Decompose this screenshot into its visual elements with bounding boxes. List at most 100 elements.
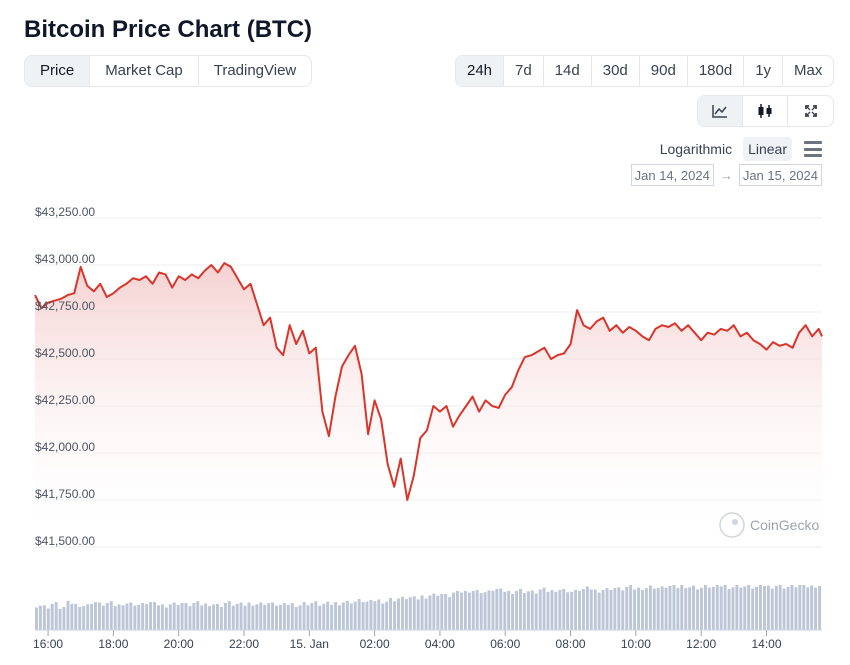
logarithmic-option[interactable]: Logarithmic	[659, 141, 733, 157]
volume-bar	[149, 602, 153, 630]
volume-bar	[507, 590, 511, 630]
volume-bar	[318, 605, 322, 630]
volume-bar	[416, 599, 420, 630]
volume-bar	[200, 605, 204, 630]
y-tick-label: $43,250.00	[35, 205, 95, 219]
y-tick-label: $41,750.00	[35, 487, 95, 501]
volume-bar	[743, 586, 747, 630]
volume-bar	[113, 606, 117, 630]
range-max-button[interactable]: Max	[794, 62, 823, 79]
volume-bar	[526, 591, 530, 630]
x-tick-label: 04:00	[425, 637, 455, 651]
volume-bar	[550, 590, 554, 630]
volume-bar	[404, 599, 408, 630]
volume-bar	[515, 590, 519, 630]
candlestick-button[interactable]	[743, 96, 788, 126]
volume-bar	[341, 602, 345, 630]
volume-bar	[448, 597, 452, 630]
volume-bar	[601, 590, 605, 630]
volume-bar	[78, 607, 82, 630]
volume-bar	[585, 586, 589, 631]
volume-bar	[814, 587, 818, 630]
volume-bar	[436, 595, 440, 630]
volume-bar	[456, 590, 459, 630]
volume-bar	[105, 603, 109, 630]
volume-bar	[467, 592, 471, 630]
volume-bar	[70, 603, 74, 630]
volume-bar	[778, 585, 782, 630]
volume-bar	[802, 585, 806, 630]
range-90d-button[interactable]: 90d	[640, 56, 688, 86]
hamburger-menu-icon[interactable]	[804, 141, 822, 157]
volume-bar	[664, 587, 668, 630]
line-chart-icon	[712, 105, 727, 118]
tab-tradingview[interactable]: TradingView	[213, 62, 297, 79]
volume-bar	[389, 598, 393, 630]
volume-bar	[349, 603, 353, 630]
date-from-input[interactable]: Jan 14, 2024	[630, 164, 714, 186]
x-tick-label: 10:00	[621, 637, 651, 651]
tab-price[interactable]: Price	[25, 56, 91, 86]
volume-bar	[109, 601, 113, 630]
range-1y-button[interactable]: 1y	[744, 56, 784, 86]
volume-bar	[326, 601, 330, 630]
volume-bar	[219, 607, 223, 630]
fullscreen-button[interactable]	[788, 96, 833, 126]
volume-bar	[790, 585, 794, 630]
volume-bar	[302, 602, 306, 630]
volume-bar	[452, 592, 456, 630]
volume-bar	[373, 601, 377, 630]
volume-bar	[621, 590, 625, 630]
volume-bar	[479, 593, 483, 630]
volume-bar	[235, 603, 239, 630]
date-to-input[interactable]: Jan 15, 2024	[738, 164, 822, 186]
line-chart-button[interactable]	[698, 96, 743, 126]
range-7d-button[interactable]: 7d	[504, 56, 544, 86]
volume-bar	[731, 587, 735, 631]
volume-bar	[290, 603, 294, 630]
x-tick-label: 15. Jan	[290, 637, 329, 651]
volume-bar	[558, 590, 562, 630]
x-tick-label: 14:00	[751, 637, 781, 651]
range-24h-button[interactable]: 24h	[456, 56, 505, 86]
volume-bar	[432, 593, 436, 630]
volume-bar	[475, 590, 479, 630]
linear-option[interactable]: Linear	[743, 137, 792, 161]
volume-bar	[196, 601, 200, 630]
volume-bar	[684, 588, 688, 630]
volume-bar	[554, 591, 558, 631]
volume-bar	[357, 599, 361, 631]
range-180d-button[interactable]: 180d	[688, 56, 745, 86]
volume-bar	[282, 603, 286, 630]
volume-bar	[578, 590, 581, 630]
volume-bar	[176, 604, 180, 630]
volume-bar	[810, 585, 814, 630]
volume-bar	[153, 602, 157, 630]
volume-bar	[818, 585, 822, 630]
volume-bar	[530, 590, 534, 630]
volume-bar	[672, 585, 676, 630]
y-tick-label: $43,000.00	[35, 252, 95, 266]
x-tick-label: 12:00	[686, 637, 716, 651]
range-14d-button[interactable]: 14d	[544, 56, 592, 86]
volume-bar	[641, 590, 644, 630]
volume-bar	[168, 604, 172, 630]
tab-market-cap[interactable]: Market Cap	[90, 56, 199, 86]
volume-bar	[692, 585, 696, 630]
range-30d-button[interactable]: 30d	[592, 56, 640, 86]
fullscreen-icon	[804, 105, 817, 117]
volume-bar	[680, 585, 684, 630]
volume-bar	[385, 601, 389, 630]
volume-bar	[766, 585, 770, 630]
date-range: Jan 14, 2024 → Jan 15, 2024	[630, 164, 822, 186]
volume-bar	[420, 595, 424, 630]
volume-bar	[644, 588, 648, 630]
volume-bar	[471, 590, 475, 630]
volume-bar	[172, 602, 176, 630]
volume-bar	[700, 587, 703, 630]
volume-bar	[66, 600, 70, 631]
volume-bar	[676, 588, 680, 630]
volume-bar	[271, 602, 275, 630]
view-tabs: Price Market Cap TradingView	[24, 55, 313, 87]
